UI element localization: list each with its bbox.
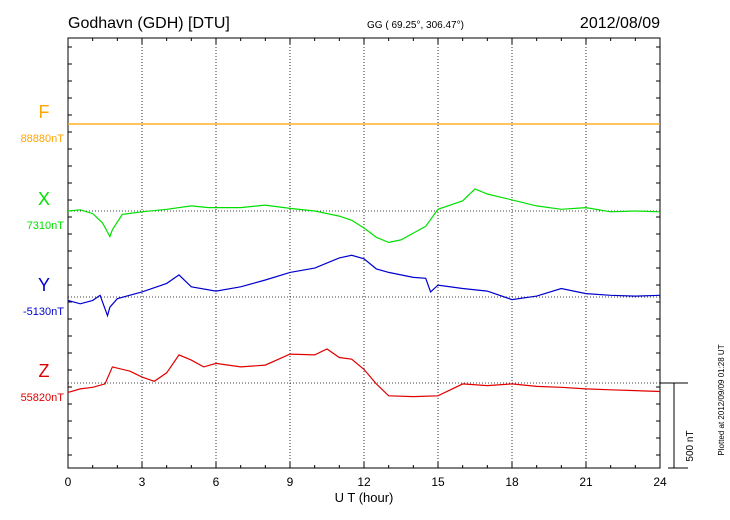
trace-y [67,254,661,318]
scale-label: 500 nT [685,430,696,461]
x-tick-label: 21 [579,475,593,489]
scale-bar: 500 nT [660,382,696,469]
x-tick-label: 3 [139,475,146,489]
baseline-value-z: 55820nT [21,392,65,404]
traces [67,123,661,398]
series-name-x: X [38,189,50,209]
x-tick-label: 6 [213,475,220,489]
plot-date: 2012/08/09 [580,15,660,32]
x-tick-label: 0 [65,475,72,489]
trace-z [67,348,661,398]
station-coords: GG ( 69.25°, 306.47°) [367,20,464,31]
grid [141,38,587,468]
station-title: Godhavn (GDH) [DTU] [68,15,230,32]
series-name-z: Z [39,361,50,381]
x-tick-label: 12 [357,475,371,489]
x-axis-label: U T (hour) [335,490,394,505]
plotted-timestamp: Plotted at 2012/09/09 01:28 UT [717,344,726,455]
series-name-f: F [39,102,50,122]
series-labels: F 88880nT X 7310nT Y -5130nT Z 55820nT [21,102,65,404]
x-axis: 0 3 6 9 12 15 18 21 24 [65,38,667,489]
series-name-y: Y [38,275,50,295]
baseline-value-y: -5130nT [23,306,64,318]
x-tick-label: 15 [431,475,445,489]
y-minor-ticks [68,46,660,456]
baseline-value-f: 88880nT [21,133,65,145]
x-tick-label: 24 [653,475,667,489]
trace-x [67,188,661,244]
baseline-value-x: 7310nT [27,220,65,232]
x-tick-label: 18 [505,475,519,489]
plot-frame [67,37,661,469]
x-tick-label: 9 [287,475,294,489]
